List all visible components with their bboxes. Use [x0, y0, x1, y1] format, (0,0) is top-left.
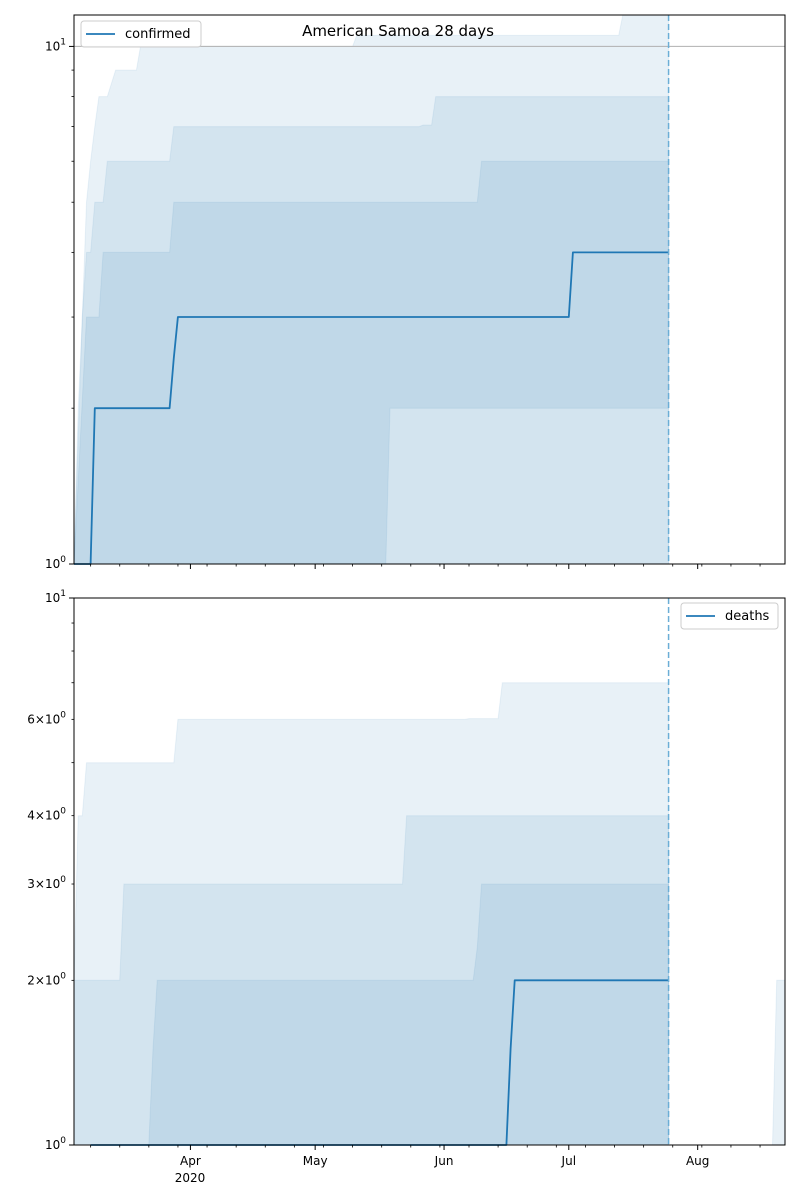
y-tick-label: 101 — [45, 589, 66, 605]
legend-box — [80, 20, 202, 48]
plot-area-background — [74, 598, 785, 1145]
y-tick-label: 100 — [45, 1136, 66, 1152]
y-tick-label: 3×100 — [27, 875, 66, 891]
y-tick-label: 2×100 — [27, 971, 66, 987]
x-tick-label: Jul — [561, 1154, 576, 1168]
y-tick-label: 4×100 — [27, 807, 66, 823]
legend: deaths — [680, 602, 779, 630]
y-tick-label: 101 — [45, 37, 66, 53]
x-year-label: 2020 — [175, 1171, 206, 1185]
x-tick-label: May — [303, 1154, 328, 1168]
plot-area-background — [74, 15, 785, 564]
x-tick-label: Apr — [180, 1154, 201, 1168]
legend-label-confirmed: confirmed — [125, 27, 191, 42]
uncertainty-band-2 — [73, 160, 670, 565]
plot-frame — [73, 597, 786, 1146]
legend-box — [680, 602, 779, 630]
series-line-confirmed — [74, 251, 669, 565]
deaths-panel: Apr May Jun Jul Aug 100 2×100 3×100 4×100 6×100 10… — [27, 589, 786, 1185]
plot-frame — [73, 14, 786, 565]
y-tick-label: 100 — [45, 555, 66, 571]
x-tick-label: Aug — [686, 1154, 709, 1168]
chart-title: American Samoa 28 days — [302, 22, 494, 40]
x-tick-label: Jun — [434, 1154, 454, 1168]
uncertainty-band-1 — [73, 96, 670, 565]
confirmed-panel: 100 101 American Samoa 28 days confirmed — [45, 14, 786, 571]
legend-label-deaths: deaths — [725, 609, 770, 624]
legend: confirmed — [80, 20, 202, 48]
y-tick-label: 6×100 — [27, 710, 66, 726]
